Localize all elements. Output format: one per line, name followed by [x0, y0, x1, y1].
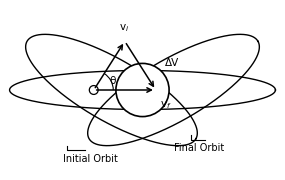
Text: θ: θ: [110, 76, 116, 86]
Text: v$_i$: v$_i$: [119, 22, 129, 34]
Text: v$_f$: v$_f$: [160, 99, 172, 111]
Text: Initial Orbit: Initial Orbit: [63, 154, 118, 164]
Circle shape: [116, 63, 169, 117]
Text: ΔV: ΔV: [165, 58, 179, 68]
Circle shape: [89, 86, 98, 94]
Text: Final Orbit: Final Orbit: [174, 143, 224, 153]
